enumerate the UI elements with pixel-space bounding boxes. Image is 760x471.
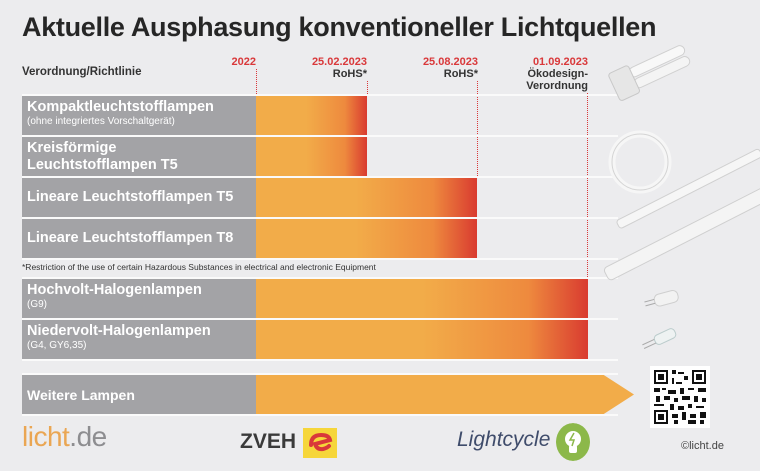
divider	[22, 217, 618, 219]
licht-de-logo: licht.de	[22, 421, 107, 452]
phaseout-bar	[256, 137, 367, 176]
row-label: Weitere Lampen	[22, 375, 256, 414]
marker-line-oekodesign	[587, 93, 588, 279]
column-label: Verordnung/Richtlinie	[22, 66, 142, 78]
t5-tube-icon	[616, 148, 760, 229]
phaseout-bar	[256, 320, 588, 359]
phaseout-bar	[256, 96, 367, 135]
row-hochvolt-halogen: Hochvolt-Halogenlampen (G9)	[22, 279, 588, 318]
marker-2022: 2022	[231, 56, 256, 68]
marker-oekodesign: 01.09.2023 Ökodesign- Verordnung	[526, 56, 588, 92]
footnote: *Restriction of the use of certain Hazar…	[22, 262, 376, 272]
row-label: Hochvolt-Halogenlampen (G9)	[22, 279, 256, 318]
lamp-illustrations	[603, 45, 760, 349]
row-niedervolt-halogen: Niedervolt-Halogenlampen (G4, GY6,35)	[22, 320, 588, 359]
divider	[22, 258, 618, 260]
divider	[22, 135, 618, 137]
zveh-logo: ZVEH	[240, 430, 297, 453]
halogen-g4-icon	[642, 328, 677, 349]
row-lineare-t8: Lineare Leuchtstofflampen T8	[22, 219, 477, 258]
row-label: Niedervolt-Halogenlampen (G4, GY6,35)	[22, 320, 256, 359]
divider	[22, 359, 618, 361]
zveh-e-icon	[303, 428, 337, 458]
divider	[22, 318, 618, 320]
lightcycle-logo: Lightcycle	[457, 428, 551, 451]
marker-line-rohs-2	[477, 81, 478, 178]
compact-lamp-icon	[608, 45, 691, 101]
row-kompaktleuchtstofflampen: Kompaktleuchtstofflampen (ohne integrier…	[22, 96, 367, 135]
row-kreisfoermige-t5: Kreisförmige Leuchtstofflampen T5	[22, 137, 367, 176]
divider	[22, 414, 618, 416]
marker-line-2022	[256, 69, 257, 96]
marker-line-rohs-1	[367, 81, 368, 96]
row-label: Lineare Leuchtstofflampen T5	[22, 178, 256, 217]
lightbulb-icon	[556, 423, 590, 461]
phaseout-bar	[256, 279, 588, 318]
row-weitere-lampen: Weitere Lampen	[22, 375, 634, 414]
divider	[22, 277, 618, 279]
phaseout-bar	[256, 219, 477, 258]
marker-rohs-2: 25.08.2023 RoHS*	[422, 56, 478, 80]
chart-title: Aktuelle Ausphasung konventioneller Lich…	[22, 12, 657, 42]
marker-rohs-1: 25.02.2023 RoHS*	[311, 56, 367, 80]
divider	[22, 94, 618, 96]
row-lineare-t5: Lineare Leuchtstofflampen T5	[22, 178, 477, 217]
divider	[22, 373, 618, 375]
row-label: Lineare Leuchtstofflampen T8	[22, 219, 256, 258]
halogen-g9-icon	[644, 289, 679, 307]
open-ended-arrow	[256, 375, 634, 414]
t8-tube-icon	[603, 187, 760, 281]
copyright: ©licht.de	[681, 440, 724, 452]
row-label: Kompaktleuchtstofflampen (ohne integrier…	[22, 96, 256, 135]
qr-code[interactable]	[650, 366, 710, 428]
phaseout-bar	[256, 178, 477, 217]
row-label: Kreisförmige Leuchtstofflampen T5	[22, 137, 256, 176]
divider	[22, 176, 618, 178]
